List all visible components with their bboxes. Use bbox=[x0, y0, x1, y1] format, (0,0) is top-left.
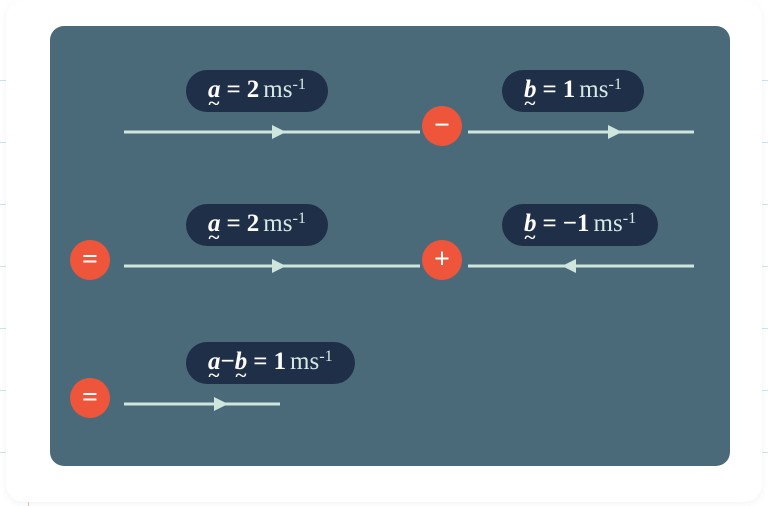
vector-label-pill: a = 2 ms-1 bbox=[186, 204, 328, 246]
vector-arrow bbox=[124, 392, 280, 416]
vector-arrow bbox=[468, 120, 694, 144]
operator-badge: − bbox=[422, 106, 462, 146]
operator-badge: = bbox=[70, 240, 110, 280]
operator-badge: + bbox=[422, 240, 462, 280]
vector-arrow bbox=[468, 254, 694, 278]
vector-label-pill: b = 1 ms-1 bbox=[502, 70, 644, 112]
vector-group-a: a = 2 ms-1 bbox=[124, 204, 420, 278]
diagram-panel: a = 2 ms-1 b = 1 ms-1− a = 2 ms-1 b = −1 ms… bbox=[50, 26, 730, 466]
vector-arrow bbox=[124, 120, 420, 144]
vector-group-b: b = −1 ms-1 bbox=[468, 204, 694, 278]
vector-group-a: a − b = 1 ms-1 bbox=[124, 342, 355, 416]
vector-arrow bbox=[124, 254, 420, 278]
vector-group-b: b = 1 ms-1 bbox=[468, 70, 694, 144]
vector-label-pill: b = −1 ms-1 bbox=[502, 204, 658, 246]
vector-label-pill: a − b = 1 ms-1 bbox=[186, 342, 355, 384]
vector-label-pill: a = 2 ms-1 bbox=[186, 70, 328, 112]
vector-group-a: a = 2 ms-1 bbox=[124, 70, 420, 144]
operator-badge: = bbox=[70, 378, 110, 418]
